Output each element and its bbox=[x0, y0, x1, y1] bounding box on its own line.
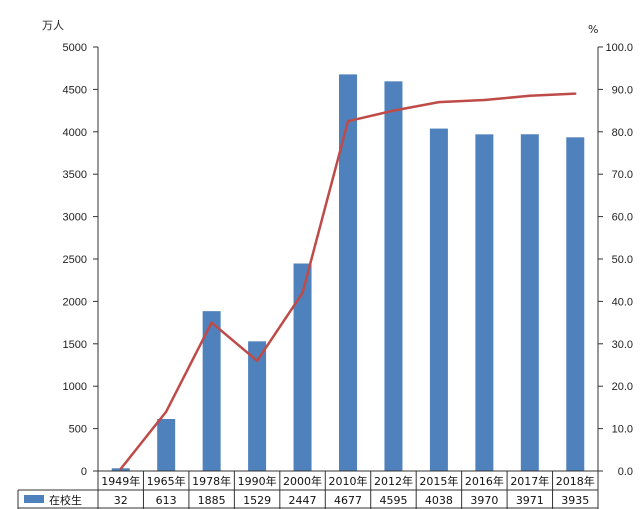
bar bbox=[520, 134, 539, 471]
bar bbox=[339, 74, 357, 471]
data-label: 3935 bbox=[561, 494, 589, 507]
category-label: 2000年 bbox=[283, 474, 322, 488]
category-label: 2017年 bbox=[510, 474, 549, 488]
line-point bbox=[164, 410, 168, 413]
bar bbox=[157, 419, 176, 471]
y-right-tick-label: 100.0 bbox=[605, 42, 633, 54]
line-series bbox=[119, 92, 577, 471]
y-left-tick-label: 5000 bbox=[63, 42, 87, 54]
data-label: 4677 bbox=[334, 494, 362, 507]
y-left-tick-label: 4500 bbox=[63, 84, 87, 96]
line-point bbox=[210, 321, 213, 324]
y-left-tick-label: 4000 bbox=[63, 127, 87, 139]
y-right-tick-label: 10.0 bbox=[612, 424, 633, 436]
y-right-tick-label: 30.0 bbox=[612, 339, 633, 351]
line-point bbox=[346, 120, 350, 123]
data-label: 613 bbox=[156, 494, 177, 507]
y-left-tick-label: 3500 bbox=[63, 169, 87, 181]
y-left-tick-label: 1000 bbox=[63, 381, 87, 393]
y-right-tick-label: 60.0 bbox=[612, 212, 633, 224]
bar bbox=[248, 341, 267, 471]
y-right-tick-label: 80.0 bbox=[612, 127, 633, 139]
line-point bbox=[437, 100, 441, 104]
category-label: 2016年 bbox=[465, 474, 504, 488]
legend-swatch bbox=[24, 495, 44, 503]
y-right-tick-label: 90.0 bbox=[612, 84, 633, 96]
line-point bbox=[574, 92, 577, 95]
line-point bbox=[255, 359, 259, 362]
bar bbox=[475, 134, 494, 471]
category-label: 1990年 bbox=[238, 474, 277, 488]
data-label: 4038 bbox=[425, 494, 453, 507]
data-table: 1949年 1965年 1978年 1990年 2000年 2010年 2012年 2015年… bbox=[17, 470, 599, 509]
data-label: 32 bbox=[114, 494, 128, 507]
data-label: 2447 bbox=[289, 494, 317, 507]
category-label: 2018年 bbox=[556, 474, 595, 488]
y-right-tick-label: 40.0 bbox=[612, 296, 633, 308]
y-left-tick-label: 1500 bbox=[63, 339, 87, 351]
data-label: 3971 bbox=[516, 494, 544, 507]
line-point bbox=[392, 109, 395, 112]
line-point bbox=[528, 94, 532, 97]
y-right-tick-label: 50.0 bbox=[612, 254, 633, 266]
category-label: 2015年 bbox=[419, 474, 458, 488]
data-label: 1529 bbox=[243, 494, 271, 507]
data-label: 4595 bbox=[379, 494, 407, 507]
category-label: 2010年 bbox=[329, 474, 368, 488]
category-label: 1965年 bbox=[147, 474, 186, 488]
y-left-tick-label: 2000 bbox=[63, 296, 87, 308]
line-point bbox=[483, 98, 486, 102]
category-label: 2012年 bbox=[374, 474, 413, 488]
category-label: 1949年 bbox=[101, 474, 140, 488]
bar bbox=[429, 128, 448, 471]
bar bbox=[293, 263, 312, 471]
y-left-tick-label: 500 bbox=[69, 424, 87, 436]
y-right-tick-label: 70.0 bbox=[612, 169, 633, 181]
data-label: 1885 bbox=[198, 494, 226, 507]
y-left-unit-label: 万人 bbox=[42, 19, 64, 32]
y-left-tick-label: 0 bbox=[81, 466, 87, 478]
y-right-unit-label: % bbox=[588, 23, 598, 36]
y-right-tick-label: 20.0 bbox=[612, 381, 633, 393]
bar bbox=[202, 311, 221, 471]
bar-series bbox=[111, 74, 585, 472]
legend-label: 在校生 bbox=[49, 493, 82, 507]
bar bbox=[566, 137, 585, 471]
axes: 0 500 1000 1500 2000 2500 3000 3500 4000 4500 5000… bbox=[63, 42, 633, 478]
y-right-tick-label: 0.0 bbox=[618, 466, 633, 478]
y-left-tick-label: 2500 bbox=[63, 254, 87, 266]
category-label: 1978年 bbox=[192, 474, 231, 488]
data-label: 3970 bbox=[470, 494, 498, 507]
line-point bbox=[301, 291, 304, 295]
bar bbox=[384, 81, 403, 472]
y-left-tick-label: 3000 bbox=[63, 212, 87, 224]
line-point bbox=[119, 467, 122, 471]
